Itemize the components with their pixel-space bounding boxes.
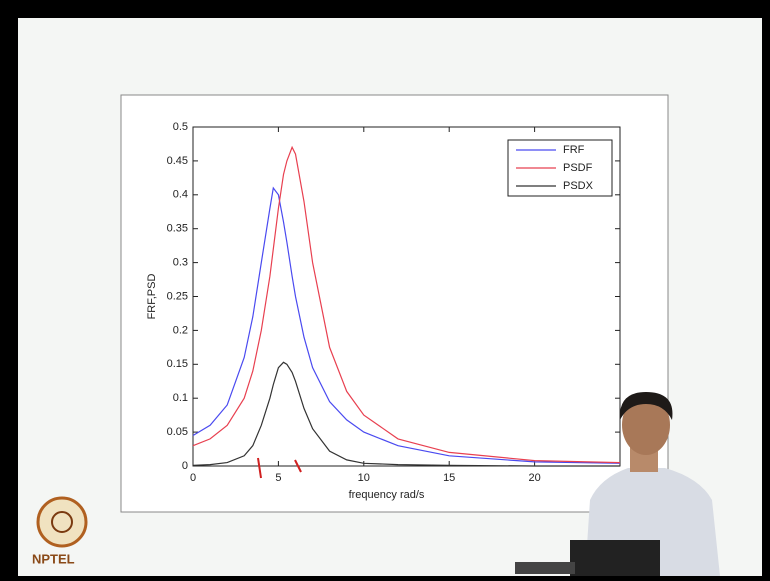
desk-item — [515, 562, 575, 574]
y-tick-label: 0.1 — [173, 392, 188, 404]
y-tick-label: 0.35 — [167, 223, 188, 235]
x-tick-label: 15 — [443, 472, 455, 484]
y-tick-label: 0.5 — [173, 121, 188, 133]
y-tick-label: 0.4 — [173, 189, 188, 201]
series-line — [192, 361, 620, 467]
pen-mark — [257, 457, 262, 479]
legend-label: PSDF — [563, 162, 593, 174]
pen-marks — [257, 457, 302, 479]
y-tick-label: 0.3 — [173, 257, 188, 269]
x-tick-label: 10 — [358, 472, 370, 484]
logo: NPTEL — [32, 496, 88, 566]
y-tick-label: 0.05 — [167, 426, 188, 438]
plot: 0 0.05 0.1 0.15 0.2 0.25 0.3 0.35 0.4 0.45 0.5 0 5 10… — [146, 121, 621, 501]
presenter-face — [622, 395, 670, 455]
logo-emblem — [36, 496, 88, 548]
x-tick-label: 20 — [528, 472, 540, 484]
legend-label: PSDX — [563, 180, 594, 192]
series-line — [192, 186, 621, 464]
pen-mark — [294, 459, 302, 473]
y-tick-label: 0.15 — [167, 358, 188, 370]
logo-text: NPTEL — [32, 551, 75, 566]
x-tick-label: 5 — [275, 472, 281, 484]
logo-emblem-inner — [51, 511, 73, 533]
y-tick-label: 0.2 — [173, 324, 188, 336]
legend-label: FRF — [563, 144, 585, 156]
y-tick-label: 0.45 — [167, 155, 188, 167]
x-tick-label: 0 — [190, 472, 196, 484]
x-axis-label: frequency rad/s — [349, 489, 425, 501]
presenter — [515, 392, 720, 576]
presenter-hair — [619, 392, 673, 420]
y-axis-label: FRF,PSD — [146, 274, 158, 320]
series-line — [192, 145, 621, 464]
laptop — [570, 540, 660, 576]
y-tick-label: 0.25 — [167, 290, 188, 302]
y-tick-label: 0 — [182, 460, 188, 472]
